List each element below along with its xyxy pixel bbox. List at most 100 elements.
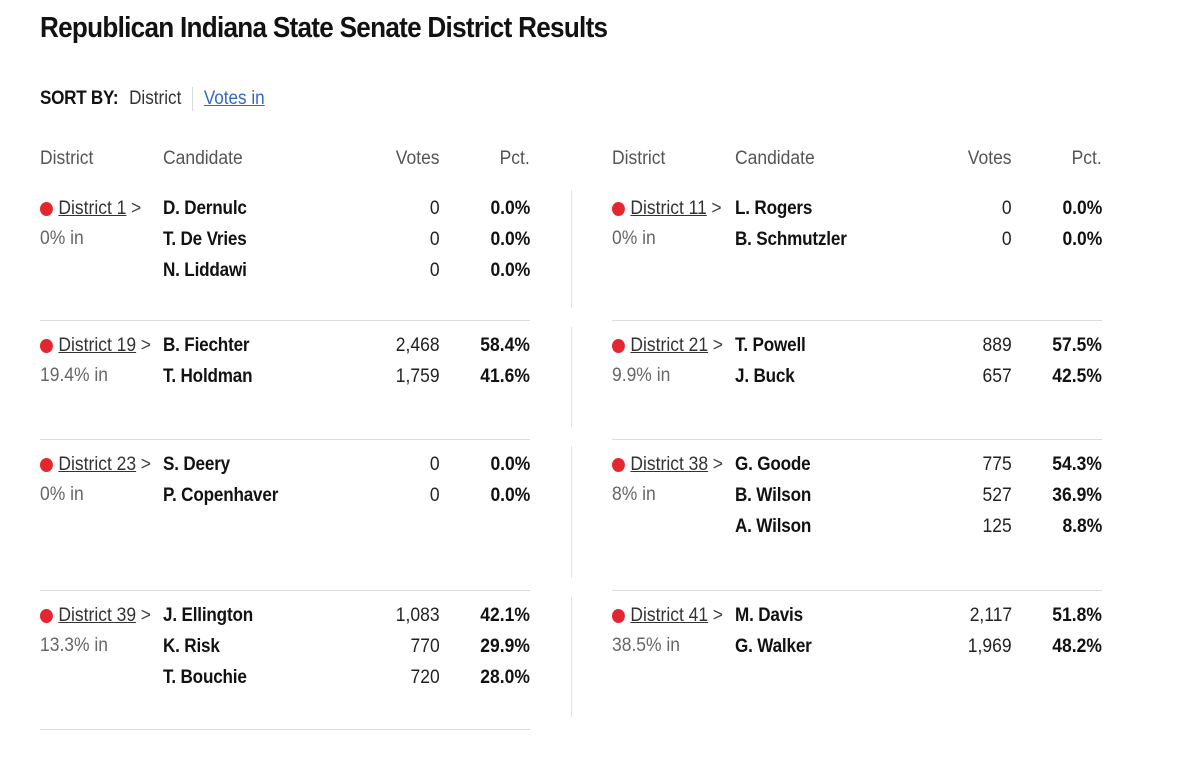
- candidate-pct: 0.0%: [1062, 198, 1102, 219]
- candidate-list: B. Fiechter 2,468 58.4% T. Holdman 1,759 41.6…: [163, 331, 530, 393]
- sort-option-district[interactable]: District: [129, 88, 182, 109]
- candidate-votes: 0: [430, 485, 440, 506]
- candidate-pct: 42.1%: [480, 605, 530, 626]
- candidate-row: T. Bouchie 720 28.0%: [163, 663, 530, 694]
- district-info: District 19 > 19.4% in: [40, 331, 161, 391]
- district-block: District 1 >0% in D. Dernulc 0 0.0% T. De Vri…: [40, 184, 572, 321]
- candidate-row: B. Schmutzler 0 0.0%: [735, 225, 1102, 256]
- status-dot-icon: [612, 202, 625, 216]
- candidate-name: B. Schmutzler: [735, 229, 847, 250]
- candidate-row: S. Deery 0 0.0%: [163, 450, 530, 481]
- district-link-row[interactable]: District 21 >: [612, 331, 723, 361]
- candidate-pct: 48.2%: [1052, 636, 1102, 657]
- candidate-row: T. Holdman 1,759 41.6%: [163, 362, 530, 393]
- district-link[interactable]: District 41: [630, 605, 709, 626]
- column-divider: [571, 597, 572, 717]
- candidate-row: M. Davis 2,117 51.8%: [735, 601, 1102, 632]
- header-district: District: [40, 148, 94, 169]
- status-dot-icon: [40, 202, 53, 216]
- chevron-right-icon: >: [140, 605, 151, 626]
- candidate-votes: 1,969: [968, 636, 1012, 657]
- candidate-pct: 28.0%: [480, 667, 530, 688]
- candidate-pct: 51.8%: [1052, 605, 1102, 626]
- district-link[interactable]: District 23: [58, 454, 137, 475]
- district-link[interactable]: District 11: [630, 198, 707, 219]
- candidate-name: A. Wilson: [735, 516, 812, 537]
- district-link[interactable]: District 19: [58, 335, 137, 356]
- district-link[interactable]: District 21: [630, 335, 709, 356]
- candidate-list: G. Goode 775 54.3% B. Wilson 527 36.9% A. Wils…: [735, 450, 1102, 543]
- candidate-name: D. Dernulc: [163, 198, 247, 219]
- district-link-row[interactable]: District 38 >: [612, 450, 723, 480]
- candidate-list: M. Davis 2,117 51.8% G. Walker 1,969 48.2%: [735, 601, 1102, 663]
- candidate-name: N. Liddawi: [163, 260, 247, 281]
- district-info: District 41 >38.5% in: [612, 601, 733, 661]
- header-pct: Pct.: [1071, 148, 1102, 169]
- candidate-name: L. Rogers: [735, 198, 813, 219]
- chevron-right-icon: >: [130, 198, 142, 219]
- candidate-votes: 1,083: [396, 605, 440, 626]
- sort-bar: SORT BY: District Votes in: [40, 86, 265, 112]
- candidate-name: T. Bouchie: [163, 667, 247, 688]
- candidate-row: L. Rogers 0 0.0%: [735, 194, 1102, 225]
- sort-label: SORT BY:: [40, 88, 119, 109]
- candidate-list: D. Dernulc 0 0.0% T. De Vries 0 0.0% N. Liddaw…: [163, 194, 530, 287]
- column-header: District Candidate Votes Pct.: [40, 140, 530, 184]
- candidate-list: L. Rogers 0 0.0% B. Schmutzler 0 0.0%: [735, 194, 1102, 256]
- header-votes: Votes: [396, 148, 440, 169]
- candidate-pct: 0.0%: [1062, 229, 1102, 250]
- candidate-row: P. Copenhaver 0 0.0%: [163, 481, 530, 512]
- district-link[interactable]: District 1: [58, 198, 127, 219]
- district-link-row[interactable]: District 41 >: [612, 601, 723, 631]
- candidate-name: J. Ellington: [163, 605, 253, 626]
- district-block: District 11 >0% in L. Rogers 0 0.0% B. Schmut…: [612, 184, 1102, 321]
- candidate-list: S. Deery 0 0.0% P. Copenhaver 0 0.0%: [163, 450, 530, 512]
- candidate-votes: 527: [982, 485, 1012, 506]
- status-dot-icon: [40, 609, 53, 623]
- candidate-list: J. Ellington 1,083 42.1% K. Risk 770 29.9% T. …: [163, 601, 530, 694]
- sort-option-votes-in[interactable]: Votes in: [203, 88, 265, 109]
- column-divider: [571, 446, 572, 578]
- candidate-name: T. Holdman: [163, 366, 253, 387]
- district-block: District 23 >0% in S. Deery 0 0.0% P. Copenha…: [40, 440, 572, 591]
- candidate-row: B. Fiechter 2,468 58.4%: [163, 331, 530, 362]
- status-dot-icon: [612, 339, 625, 353]
- candidate-list: T. Powell 889 57.5% J. Buck 657 42.5%: [735, 331, 1102, 393]
- district-link[interactable]: District 38: [630, 454, 709, 475]
- district-info: District 23 >0% in: [40, 450, 161, 510]
- district-link[interactable]: District 39: [58, 605, 137, 626]
- district-link-row[interactable]: District 23 >: [40, 450, 151, 480]
- candidate-votes: 889: [982, 335, 1012, 356]
- status-dot-icon: [40, 458, 53, 472]
- column-divider: [571, 190, 572, 308]
- header-pct: Pct.: [499, 148, 530, 169]
- district-block: District 21 >9.9% in T. Powell 889 57.5% J. B…: [612, 321, 1102, 440]
- district-info: District 11 >0% in: [612, 194, 731, 254]
- percent-reporting: 0% in: [40, 228, 84, 249]
- status-dot-icon: [612, 609, 625, 623]
- chevron-right-icon: >: [712, 335, 723, 356]
- candidate-name: G. Goode: [735, 454, 811, 475]
- candidate-name: T. Powell: [735, 335, 806, 356]
- percent-reporting: 19.4% in: [40, 365, 109, 386]
- candidate-votes: 2,468: [396, 335, 440, 356]
- district-link-row[interactable]: District 1 >: [40, 194, 141, 224]
- candidate-row: A. Wilson 125 8.8%: [735, 512, 1102, 543]
- district-link-row[interactable]: District 39 >: [40, 601, 151, 631]
- candidate-votes: 125: [982, 516, 1012, 537]
- district-link-row[interactable]: District 19 >: [40, 331, 151, 361]
- results-column-right: District Candidate Votes Pct. District 1…: [612, 140, 1102, 729]
- candidate-name: M. Davis: [735, 605, 803, 626]
- candidate-pct: 8.8%: [1062, 516, 1102, 537]
- district-info: District 39 >13.3% in: [40, 601, 161, 661]
- candidate-name: G. Walker: [735, 636, 812, 657]
- candidate-votes: 770: [410, 636, 440, 657]
- candidate-row: J. Buck 657 42.5%: [735, 362, 1102, 393]
- district-link-row[interactable]: District 11 >: [612, 194, 722, 224]
- header-district: District: [612, 148, 666, 169]
- candidate-name: P. Copenhaver: [163, 485, 279, 506]
- candidate-pct: 0.0%: [490, 454, 530, 475]
- chevron-right-icon: >: [140, 454, 151, 475]
- page-title: Republican Indiana State Senate District…: [40, 12, 608, 44]
- candidate-pct: 41.6%: [480, 366, 530, 387]
